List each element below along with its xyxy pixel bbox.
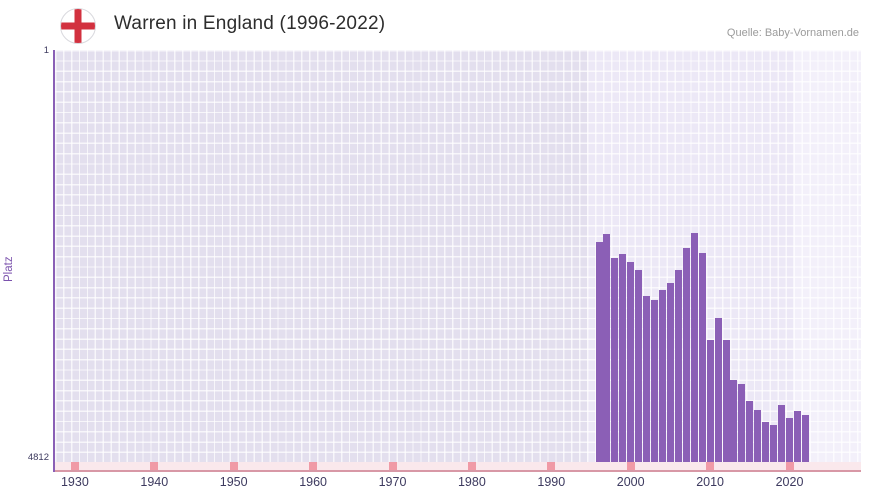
bar-2022 xyxy=(801,414,809,462)
page-title: Warren in England (1996-2022) xyxy=(114,13,386,34)
decade-mark-1940 xyxy=(150,462,159,470)
bar-1997 xyxy=(603,234,611,462)
x-tick-2000: 2000 xyxy=(616,475,645,489)
bar-1996 xyxy=(595,241,603,462)
x-tick-1990: 1990 xyxy=(537,475,566,489)
england-flag-icon xyxy=(60,8,96,44)
decade-mark-1930 xyxy=(70,462,79,470)
bar-2019 xyxy=(778,404,786,462)
plot-area xyxy=(55,50,861,462)
decade-mark-2000 xyxy=(626,462,635,470)
bar-2010 xyxy=(706,340,714,462)
x-tick-1980: 1980 xyxy=(457,475,486,489)
decade-mark-1980 xyxy=(467,462,476,470)
bar-2000 xyxy=(627,262,635,462)
bar-2014 xyxy=(738,383,746,462)
bar-2021 xyxy=(794,411,801,462)
x-axis-ticks: 1930 1940 1950 1960 1970 1980 1990 2000 2010 2020 xyxy=(55,475,861,493)
decade-mark-1970 xyxy=(388,462,397,470)
decade-mark-1950 xyxy=(229,462,238,470)
bar-2020 xyxy=(786,418,793,462)
source-attribution: Quelle: Baby-Vornamen.de xyxy=(726,27,859,39)
bar-2007 xyxy=(682,247,690,462)
decade-mark-2010 xyxy=(706,462,715,470)
y-tick-top: 1 xyxy=(43,45,49,56)
x-tick-1970: 1970 xyxy=(378,475,407,489)
bar-2015 xyxy=(746,401,754,462)
bar-2016 xyxy=(754,409,762,462)
x-tick-1930: 1930 xyxy=(60,475,89,489)
timeline-strip xyxy=(55,462,861,472)
y-axis-label: Platz xyxy=(3,256,15,282)
bar-2003 xyxy=(651,300,658,462)
bar-2002 xyxy=(643,295,651,462)
bar-2009 xyxy=(698,252,706,462)
bar-1999 xyxy=(619,253,627,462)
bar-2005 xyxy=(666,282,674,462)
x-tick-1960: 1960 xyxy=(299,475,327,489)
flag-cross-horizontal xyxy=(61,22,95,30)
bar-2012 xyxy=(722,340,730,462)
bar-2004 xyxy=(659,289,666,462)
decade-mark-1960 xyxy=(309,462,318,470)
bar-2018 xyxy=(770,425,778,462)
x-tick-2020: 2020 xyxy=(775,475,804,489)
x-tick-1940: 1940 xyxy=(140,475,169,489)
y-axis-line xyxy=(53,50,55,472)
bar-2001 xyxy=(635,270,643,462)
bar-2006 xyxy=(674,270,682,462)
x-tick-2010: 2010 xyxy=(696,475,724,489)
bar-2008 xyxy=(690,233,698,462)
decade-mark-1990 xyxy=(547,462,556,470)
bar-2011 xyxy=(714,318,722,462)
y-tick-bottom: 4812 xyxy=(27,452,49,463)
bar-1998 xyxy=(611,258,619,462)
bar-2017 xyxy=(762,421,770,462)
bar-2013 xyxy=(730,379,738,462)
bars-layer xyxy=(55,50,861,462)
decade-mark-2020 xyxy=(785,462,794,470)
x-tick-1950: 1950 xyxy=(219,475,248,489)
